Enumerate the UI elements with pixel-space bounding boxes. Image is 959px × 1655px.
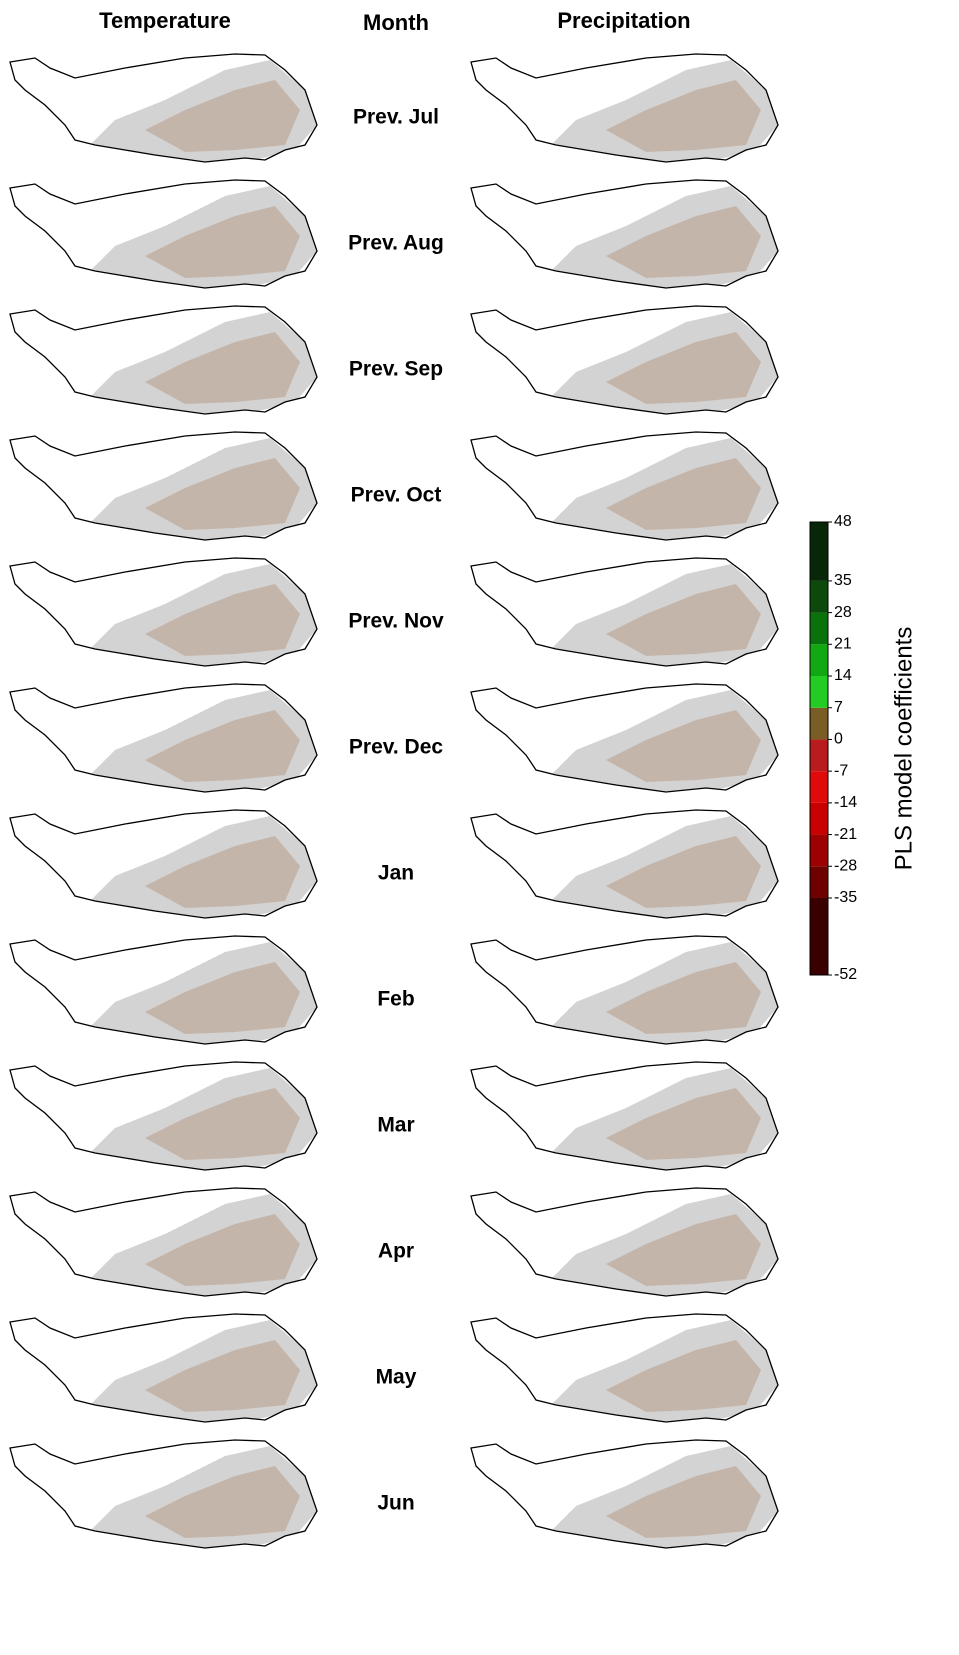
month-label: Mar: [377, 1114, 414, 1137]
column-header: Month: [363, 10, 429, 35]
temperature-map: [10, 558, 317, 666]
colorbar-tick-label: 0: [834, 731, 843, 748]
precipitation-map: [471, 810, 778, 918]
month-label: Prev. Jul: [353, 106, 439, 129]
month-label: Prev. Nov: [348, 610, 444, 633]
colorbar-label: PLS model coefficients: [890, 627, 917, 871]
temperature-map: [10, 1188, 317, 1296]
precipitation-map: [471, 684, 778, 792]
temperature-map: [10, 1062, 317, 1170]
colorbar-bin: [810, 739, 828, 772]
colorbar-bin: [810, 612, 828, 645]
month-label: Jun: [377, 1492, 414, 1515]
colorbar-tick-label: 7: [834, 699, 843, 716]
colorbar-bin: [810, 676, 828, 708]
column-header: Precipitation: [557, 8, 690, 33]
colorbar-tick-label: -35: [834, 889, 857, 906]
month-label: Prev. Dec: [349, 736, 443, 759]
precipitation-map: [471, 936, 778, 1044]
month-label: Prev. Oct: [351, 484, 442, 507]
colorbar-frame: [809, 521, 829, 976]
month-label: Prev. Sep: [349, 358, 443, 381]
precipitation-map: [471, 1062, 778, 1170]
colorbar-bin: [810, 522, 828, 581]
precipitation-map: [471, 1188, 778, 1296]
colorbar-tick-label: 48: [834, 513, 852, 530]
colorbar-bin: [810, 834, 828, 867]
colorbar-bin: [810, 707, 828, 740]
precipitation-map: [471, 432, 778, 540]
precipitation-map: [471, 306, 778, 414]
temperature-map: [10, 306, 317, 414]
colorbar-bin: [810, 866, 828, 898]
colorbar-tick-label: -14: [834, 794, 857, 811]
month-label: May: [376, 1366, 417, 1389]
temperature-map: [10, 810, 317, 918]
temperature-map: [10, 1440, 317, 1548]
colorbar-bin: [810, 802, 828, 835]
month-label: Apr: [378, 1240, 414, 1263]
precipitation-map: [471, 54, 778, 162]
precipitation-map: [471, 1440, 778, 1548]
temperature-map: [10, 936, 317, 1044]
temperature-map: [10, 1314, 317, 1422]
temperature-map: [10, 684, 317, 792]
colorbar-tick-label: -21: [834, 826, 857, 843]
colorbar-bin: [810, 644, 828, 677]
precipitation-map: [471, 1314, 778, 1422]
temperature-map: [10, 432, 317, 540]
colorbar-bin: [810, 897, 828, 975]
month-label: Jan: [378, 862, 414, 885]
month-label: Prev. Aug: [348, 232, 444, 255]
temperature-map: [10, 180, 317, 288]
temperature-map: [10, 54, 317, 162]
colorbar-tick-label: 14: [834, 667, 852, 684]
colorbar-tick-label: -52: [834, 966, 857, 983]
precipitation-map: [471, 558, 778, 666]
colorbar-bin: [810, 580, 828, 613]
colorbar-bin: [810, 771, 828, 803]
colorbar-tick-label: 28: [834, 604, 852, 621]
colorbar-tick-label: -7: [834, 762, 848, 779]
colorbar-tick-label: -28: [834, 857, 857, 874]
colorbar-tick-label: 35: [834, 572, 852, 589]
precipitation-map: [471, 180, 778, 288]
colorbar-tick-label: 21: [834, 636, 852, 653]
column-header: Temperature: [99, 8, 231, 33]
month-label: Feb: [377, 988, 414, 1011]
